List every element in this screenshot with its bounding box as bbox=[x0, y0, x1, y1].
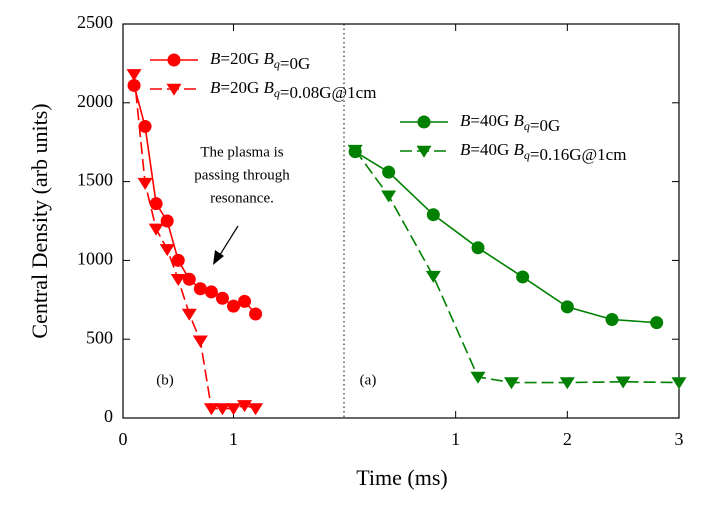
y-tick-label: 1000 bbox=[77, 249, 113, 269]
data-point bbox=[249, 307, 263, 321]
y-tick-label: 2000 bbox=[77, 91, 113, 111]
data-point bbox=[204, 285, 218, 299]
data-point bbox=[160, 214, 174, 228]
data-point bbox=[615, 376, 631, 389]
data-point bbox=[138, 119, 152, 133]
x-tick-label: 2 bbox=[563, 429, 572, 449]
legend-label: B=40G Bq=0G bbox=[460, 111, 560, 135]
data-point bbox=[127, 78, 141, 92]
y-tick-label: 500 bbox=[86, 327, 113, 347]
data-point bbox=[504, 377, 519, 390]
data-point bbox=[671, 377, 687, 390]
legend-entry: B=20G Bq=0.08G@1cm bbox=[150, 78, 376, 102]
data-point bbox=[181, 308, 197, 321]
data-point bbox=[203, 403, 219, 416]
data-point bbox=[193, 282, 207, 296]
data-point bbox=[137, 177, 153, 190]
annotation: passing through bbox=[194, 167, 290, 183]
y-axis-title: Central Density (arb units) bbox=[27, 103, 52, 338]
plot-frame bbox=[122, 23, 680, 419]
data-point bbox=[182, 272, 196, 286]
x-axis-title: Time (ms) bbox=[356, 465, 447, 490]
data-line bbox=[133, 74, 256, 410]
data-point bbox=[215, 291, 229, 305]
data-point bbox=[516, 270, 530, 284]
legend-label: B=40G Bq=0.16G@1cm bbox=[460, 140, 626, 164]
data-point bbox=[237, 400, 253, 413]
x-tick-label: 1 bbox=[451, 429, 460, 449]
data-point bbox=[148, 223, 164, 236]
data-point bbox=[426, 208, 440, 222]
data-point bbox=[650, 316, 664, 330]
x-tick-label: 3 bbox=[675, 429, 684, 449]
data-point bbox=[170, 274, 186, 287]
legend-entry: B=20G Bq=0G bbox=[150, 49, 310, 73]
data-point bbox=[560, 300, 574, 314]
panel-label: (b) bbox=[156, 372, 174, 388]
data-point bbox=[381, 190, 397, 203]
series bbox=[354, 149, 680, 384]
data-point bbox=[470, 371, 486, 384]
data-point bbox=[382, 165, 396, 179]
data-point bbox=[605, 313, 619, 326]
legend-label: B=20G Bq=0G bbox=[210, 49, 310, 73]
annotation-arrow bbox=[213, 225, 239, 265]
legend-marker bbox=[167, 53, 181, 67]
data-point bbox=[126, 69, 142, 82]
legend-entry: B=40G Bq=0G bbox=[400, 111, 560, 135]
legend-marker bbox=[417, 115, 431, 129]
data-point bbox=[159, 244, 175, 257]
data-point bbox=[227, 299, 240, 313]
data-line bbox=[354, 149, 680, 384]
y-tick-label: 0 bbox=[104, 406, 113, 426]
legend-label: B=20G Bq=0.08G@1cm bbox=[210, 78, 376, 102]
data-line bbox=[354, 150, 657, 324]
legend-marker bbox=[416, 145, 432, 158]
x-tick-label: 1 bbox=[229, 429, 238, 449]
data-point bbox=[248, 403, 264, 416]
annotation: resonance. bbox=[210, 190, 274, 206]
legend-entry: B=40G Bq=0.16G@1cm bbox=[400, 140, 626, 164]
data-point bbox=[425, 270, 441, 283]
data-point bbox=[149, 197, 163, 211]
x-tick-label: 0 bbox=[119, 429, 128, 449]
series bbox=[354, 150, 657, 324]
legend-marker bbox=[166, 83, 182, 96]
y-tick-label: 2500 bbox=[77, 12, 113, 32]
series bbox=[133, 74, 256, 410]
data-point bbox=[347, 144, 363, 157]
data-point bbox=[171, 253, 185, 267]
data-point bbox=[214, 403, 230, 416]
data-point bbox=[471, 241, 485, 255]
annotation: The plasma is bbox=[200, 144, 283, 160]
y-tick-label: 1500 bbox=[77, 170, 113, 190]
panel-label: (a) bbox=[360, 372, 377, 388]
data-point bbox=[192, 335, 208, 348]
data-point bbox=[559, 377, 575, 390]
data-point bbox=[238, 294, 252, 308]
data-point bbox=[226, 403, 241, 416]
